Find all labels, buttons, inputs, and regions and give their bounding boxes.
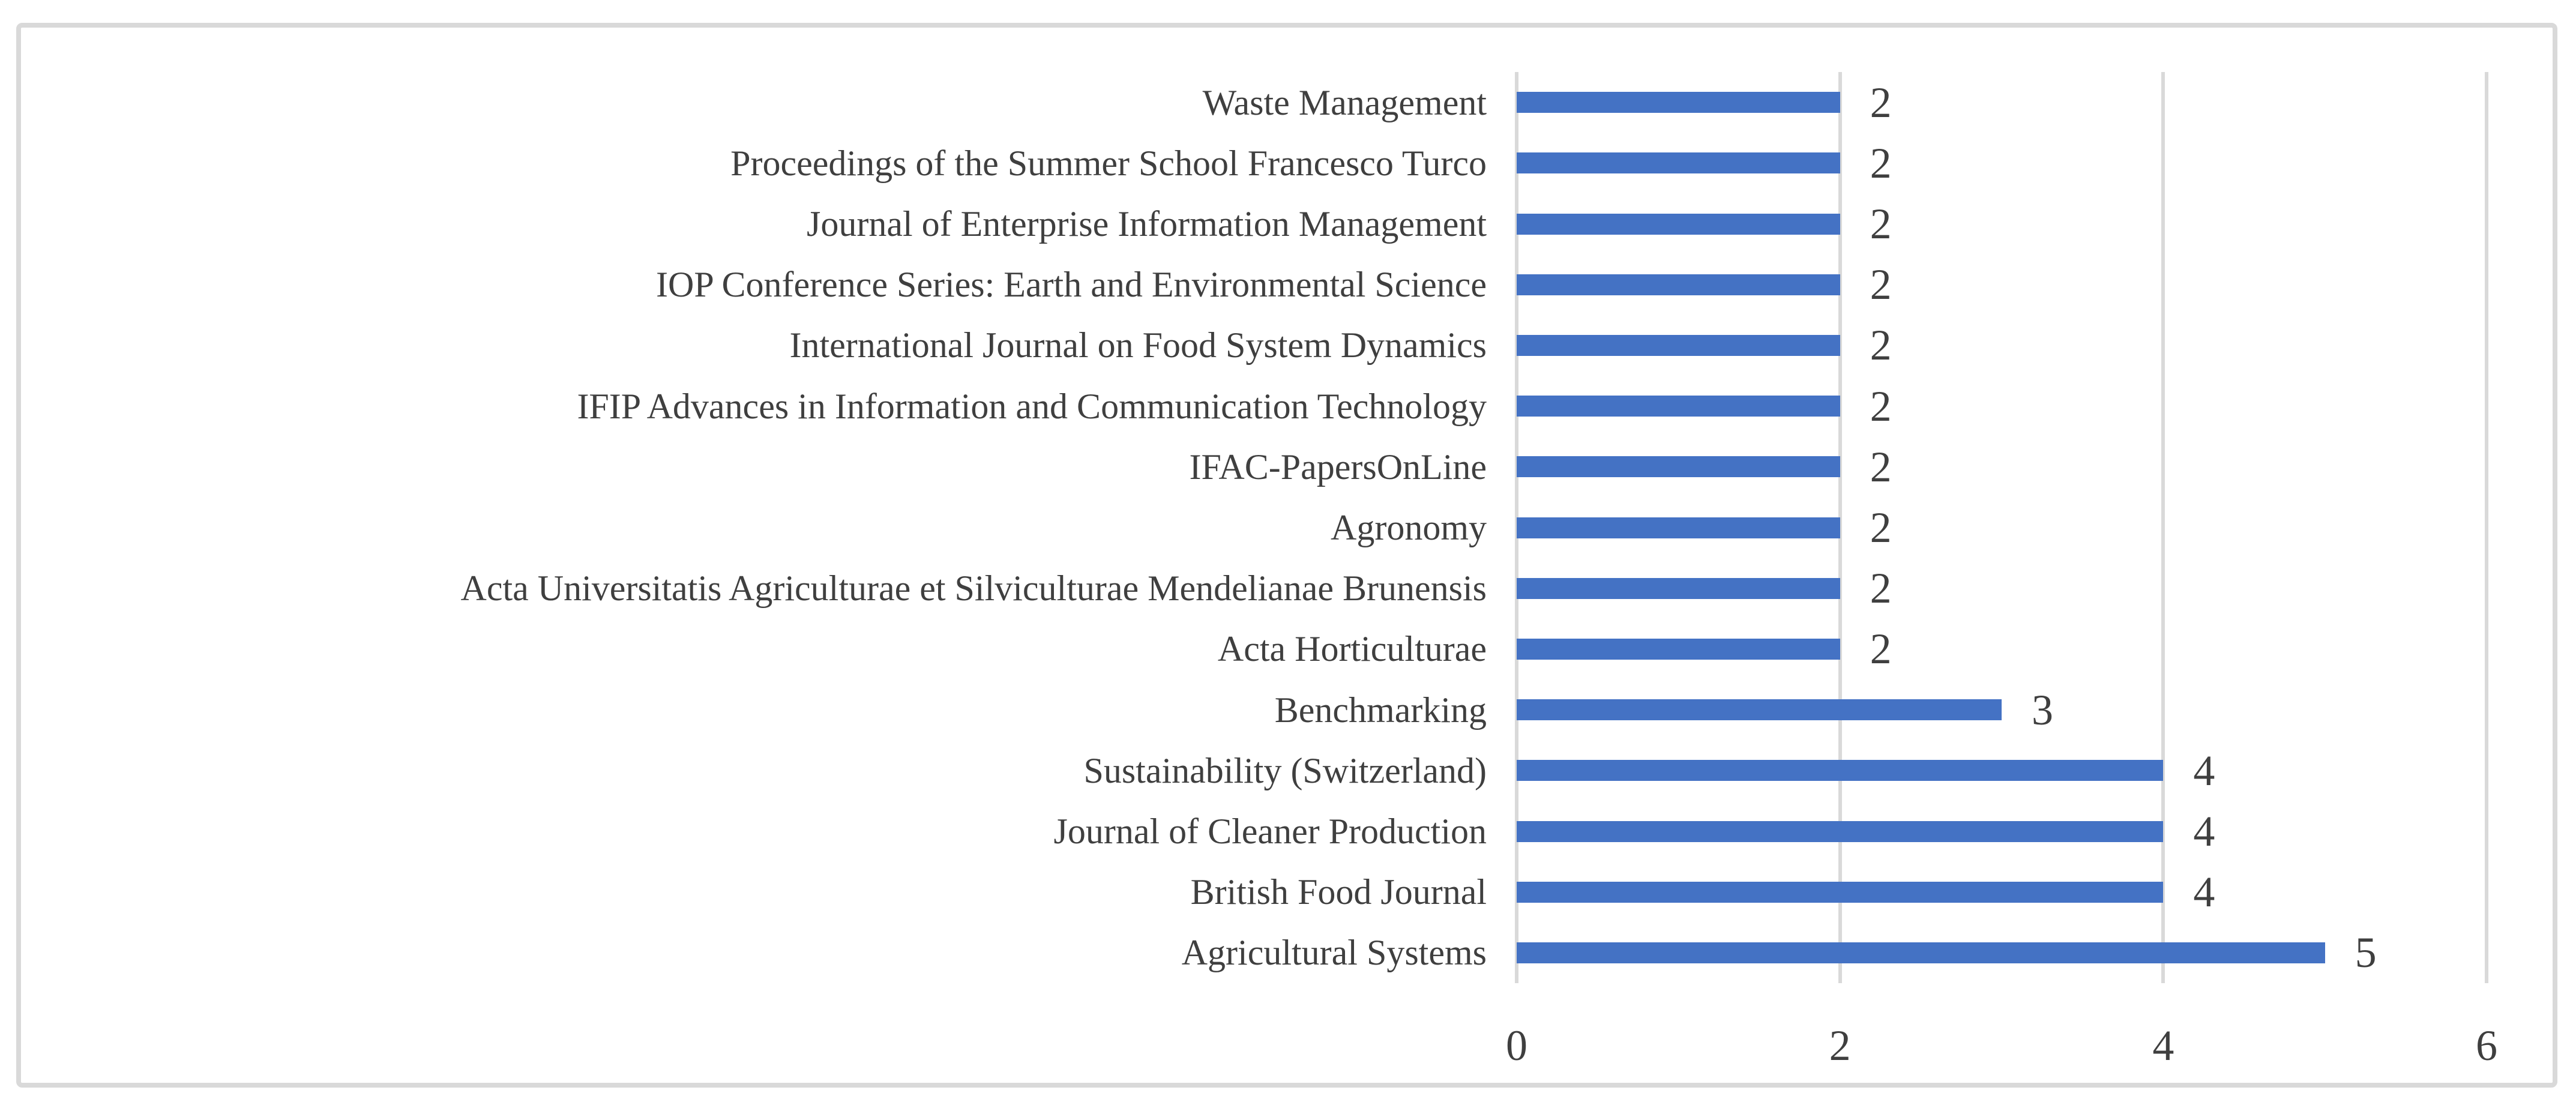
- category-label: IOP Conference Series: Earth and Environ…: [656, 265, 1487, 305]
- category-label: International Journal on Food System Dyn…: [789, 325, 1487, 366]
- value-label: 2: [1870, 321, 1892, 370]
- bar-row: International Journal on Food System Dyn…: [21, 315, 2487, 376]
- category-label: Waste Management: [1202, 82, 1487, 122]
- bar-row: IFAC-PapersOnLine 2: [21, 436, 2487, 497]
- gridline-x-2: [1838, 72, 1842, 983]
- bar-row: Acta Universitatis Agriculturae et Silvi…: [21, 558, 2487, 619]
- bar: [1517, 942, 2325, 963]
- category-label: Benchmarking: [1274, 690, 1487, 730]
- bar-row: Acta Horticulturae 2: [21, 619, 2487, 679]
- bar: [1517, 881, 2164, 903]
- category-label: Agricultural Systems: [1181, 933, 1487, 973]
- bar-row: IFIP Advances in Information and Communi…: [21, 376, 2487, 436]
- x-axis-tick-label: 6: [2476, 1022, 2497, 1070]
- bar-row: Agricultural Systems 5: [21, 923, 2487, 983]
- bar-track: 2: [1517, 193, 2487, 254]
- bar-track: 2: [1517, 619, 2487, 679]
- category-label: IFAC-PapersOnLine: [1189, 447, 1487, 487]
- gridline-x-6: [2485, 72, 2488, 983]
- value-label: 4: [2193, 868, 2215, 917]
- value-label: 2: [1870, 78, 1892, 127]
- bar-track: 2: [1517, 558, 2487, 619]
- x-axis-tick-label: 2: [1829, 1022, 1851, 1070]
- bar-track: 4: [1517, 862, 2487, 923]
- value-label: 2: [1870, 260, 1892, 309]
- value-label: 2: [1870, 625, 1892, 673]
- bar-track: 2: [1517, 254, 2487, 315]
- x-axis-tick-label: 4: [2152, 1022, 2174, 1070]
- bar: [1517, 638, 1840, 660]
- bar-track: 2: [1517, 133, 2487, 193]
- bar: [1517, 760, 2164, 781]
- category-label: Proceedings of the Summer School Frances…: [730, 143, 1487, 183]
- category-label: Journal of Enterprise Information Manage…: [807, 204, 1487, 244]
- bar-row: Agronomy 2: [21, 497, 2487, 558]
- bar-track: 4: [1517, 740, 2487, 801]
- x-axis-tick-labels: 0 2 4 6: [1506, 1022, 2497, 1090]
- bar-row: Benchmarking 3: [21, 679, 2487, 740]
- value-label: 2: [1870, 200, 1892, 248]
- bar: [1517, 456, 1840, 478]
- category-label: Acta Horticulturae: [1217, 629, 1487, 669]
- bar-track: 2: [1517, 497, 2487, 558]
- category-label: Sustainability (Switzerland): [1083, 750, 1487, 790]
- bar-track: 3: [1517, 679, 2487, 740]
- bar-row: Sustainability (Switzerland) 4: [21, 740, 2487, 801]
- bar-track: 2: [1517, 315, 2487, 376]
- value-label: 2: [1870, 564, 1892, 613]
- bar: [1517, 152, 1840, 174]
- value-label: 2: [1870, 504, 1892, 552]
- chart-figure: Waste Management 2 Proceedings of the Summ…: [16, 23, 2557, 1088]
- value-label: 2: [1870, 139, 1892, 187]
- category-label: Journal of Cleaner Production: [1053, 811, 1487, 852]
- category-label: IFIP Advances in Information and Communi…: [577, 386, 1487, 426]
- bar: [1517, 334, 1840, 356]
- bar-track: 2: [1517, 72, 2487, 133]
- bar-row: Proceedings of the Summer School Frances…: [21, 133, 2487, 193]
- value-label: 4: [2193, 746, 2215, 795]
- bar-track: 5: [1517, 923, 2487, 983]
- bar: [1517, 517, 1840, 538]
- bar: [1517, 699, 2002, 721]
- value-label: 2: [1870, 382, 1892, 430]
- bar: [1517, 274, 1840, 295]
- value-label: 5: [2355, 929, 2377, 977]
- gridline-x-4: [2161, 72, 2165, 983]
- x-axis-tick-label: 0: [1506, 1022, 1527, 1070]
- value-label: 2: [1870, 442, 1892, 491]
- category-label: British Food Journal: [1190, 872, 1487, 912]
- bar-row: Waste Management 2: [21, 72, 2487, 133]
- bar: [1517, 820, 2164, 842]
- value-label: 3: [2032, 685, 2053, 734]
- bar-track: 4: [1517, 801, 2487, 861]
- bar: [1517, 396, 1840, 417]
- bar-track: 2: [1517, 376, 2487, 436]
- bar: [1517, 213, 1840, 235]
- bar-rows: Waste Management 2 Proceedings of the Summ…: [21, 72, 2487, 983]
- bar: [1517, 577, 1840, 599]
- category-label: Agronomy: [1331, 508, 1487, 548]
- bar-row: Journal of Enterprise Information Manage…: [21, 193, 2487, 254]
- bar-row: Journal of Cleaner Production 4: [21, 801, 2487, 861]
- bar-row: British Food Journal 4: [21, 862, 2487, 923]
- bar-row: IOP Conference Series: Earth and Environ…: [21, 254, 2487, 315]
- category-label: Acta Universitatis Agriculturae et Silvi…: [460, 568, 1487, 609]
- value-label: 4: [2193, 807, 2215, 856]
- bar: [1517, 92, 1840, 113]
- bar-track: 2: [1517, 436, 2487, 497]
